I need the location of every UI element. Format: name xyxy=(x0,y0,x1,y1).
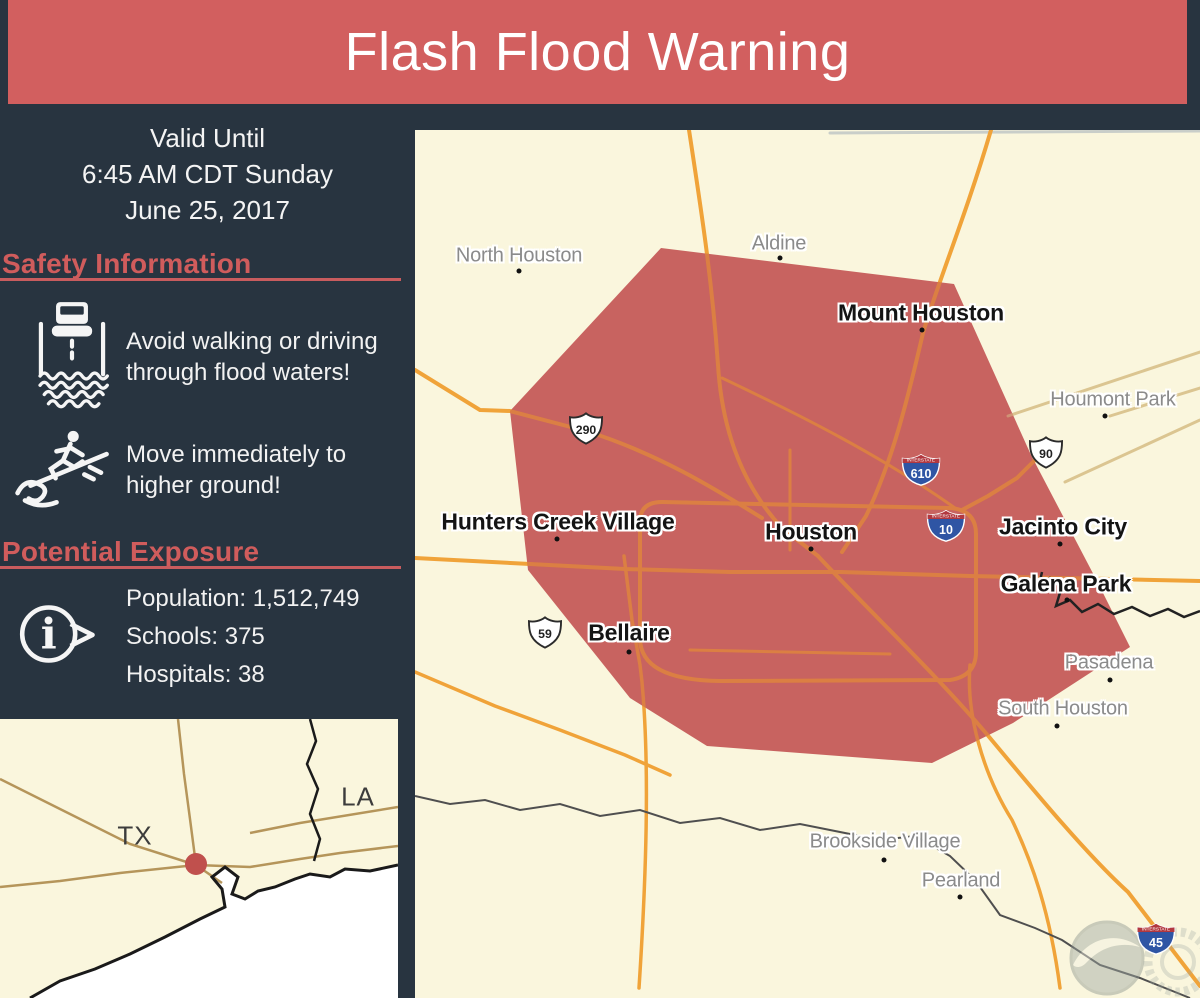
us-route-shield-290: 290 xyxy=(567,412,605,451)
state-border xyxy=(305,719,322,862)
stat-population: Population: 1,512,749 xyxy=(126,585,360,612)
svg-text:59: 59 xyxy=(538,627,552,641)
us-route-shield-59: 59 xyxy=(526,616,564,655)
warning-location-dot xyxy=(185,853,207,875)
city-dot-houmont-park xyxy=(1102,413,1108,419)
coastline xyxy=(29,863,398,998)
county-boundary xyxy=(415,795,1191,998)
state-label-la: LA xyxy=(341,781,375,812)
city-dot-hunters-creek-village xyxy=(554,536,560,542)
svg-text:610: 610 xyxy=(911,467,932,481)
gulf-water xyxy=(30,865,398,998)
city-dot-pasadena xyxy=(1107,677,1113,683)
valid-until-time: 6:45 AM CDT Sunday xyxy=(82,159,333,189)
noaa-logo xyxy=(1069,920,1145,996)
map-label-brookside-village: Brookside Village xyxy=(809,830,961,853)
map-label-mount-houston: Mount Houston xyxy=(837,299,1005,326)
svg-text:INTERSTATE: INTERSTATE xyxy=(907,458,935,463)
locator-roads xyxy=(0,719,398,889)
map-label-houmont-park: Houmont Park xyxy=(1050,388,1176,411)
city-dot-houston xyxy=(808,546,814,552)
warning-map-art xyxy=(415,130,1200,998)
city-dot-south-houston xyxy=(1054,723,1060,729)
city-dot-jacinto-city xyxy=(1057,541,1063,547)
exposure-heading: Potential Exposure xyxy=(2,536,260,567)
map-label-pasadena: Pasadena xyxy=(1064,651,1154,674)
interstate-shield-45: INTERSTATE 45 xyxy=(1135,920,1177,962)
map-label-aldine: Aldine xyxy=(751,232,807,255)
us-route-shield-90: 90 xyxy=(1027,436,1065,475)
warning-banner: Flash Flood Warning xyxy=(8,0,1187,104)
safety-item-text: Move immediately to higher ground! xyxy=(126,441,347,499)
city-dot-brookside-village xyxy=(881,857,887,863)
svg-text:i: i xyxy=(41,610,57,659)
city-dot-aldine xyxy=(777,255,783,261)
safety-item-text: Avoid walking or driving through flood w… xyxy=(126,328,378,386)
flooded-car-icon xyxy=(38,302,109,409)
map-label-pearland: Pearland xyxy=(921,869,1001,892)
valid-until-date: June 25, 2017 xyxy=(125,195,290,225)
safety-heading: Safety Information xyxy=(2,248,252,279)
map-label-hunters-creek-village: Hunters Creek Village xyxy=(441,508,675,535)
exposure-heading-rule xyxy=(0,566,401,569)
stat-schools: Schools: 375 xyxy=(126,623,265,650)
warning-title: Flash Flood Warning xyxy=(344,22,851,82)
interstate-shield-10: INTERSTATE 10 xyxy=(925,507,967,549)
interstate-shield-610: INTERSTATE 610 xyxy=(900,451,942,493)
map-label-south-houston: South Houston xyxy=(998,697,1128,720)
valid-until-label: Valid Until xyxy=(149,123,266,153)
safety-heading-rule xyxy=(0,278,401,281)
locator-map: TX LA xyxy=(0,719,398,998)
svg-text:90: 90 xyxy=(1039,447,1053,461)
svg-text:45: 45 xyxy=(1149,936,1163,950)
svg-text:INTERSTATE: INTERSTATE xyxy=(932,514,960,519)
svg-text:INTERSTATE: INTERSTATE xyxy=(1142,927,1170,932)
city-dot-north-houston xyxy=(516,268,522,274)
city-dot-mount-houston xyxy=(919,327,925,333)
runner-icon xyxy=(15,430,109,508)
bayou-line xyxy=(1036,571,1200,619)
city-dot-pearland xyxy=(957,894,963,900)
map-label-houston: Houston xyxy=(765,518,857,545)
map-label-galena-park: Galena Park xyxy=(1000,570,1132,597)
map-label-north-houston: North Houston xyxy=(455,244,583,267)
svg-text:290: 290 xyxy=(576,423,597,437)
warning-map: North Houston Aldine Mount Houston Houmont … xyxy=(415,130,1200,998)
svg-text:10: 10 xyxy=(939,523,953,537)
map-label-bellaire: Bellaire xyxy=(588,619,670,646)
nws-logo xyxy=(1143,927,1200,997)
city-dot-galena-park xyxy=(1064,597,1070,603)
map-label-jacinto-city: Jacinto City xyxy=(999,513,1127,540)
info-icon: i xyxy=(19,605,95,663)
locator-map-art xyxy=(0,719,398,998)
valid-until-block: Valid Until 6:45 AM CDT Sunday June 25, … xyxy=(0,120,415,228)
state-label-tx: TX xyxy=(117,820,153,851)
stat-hospitals: Hospitals: 38 xyxy=(126,661,265,688)
city-dot-bellaire xyxy=(626,649,632,655)
